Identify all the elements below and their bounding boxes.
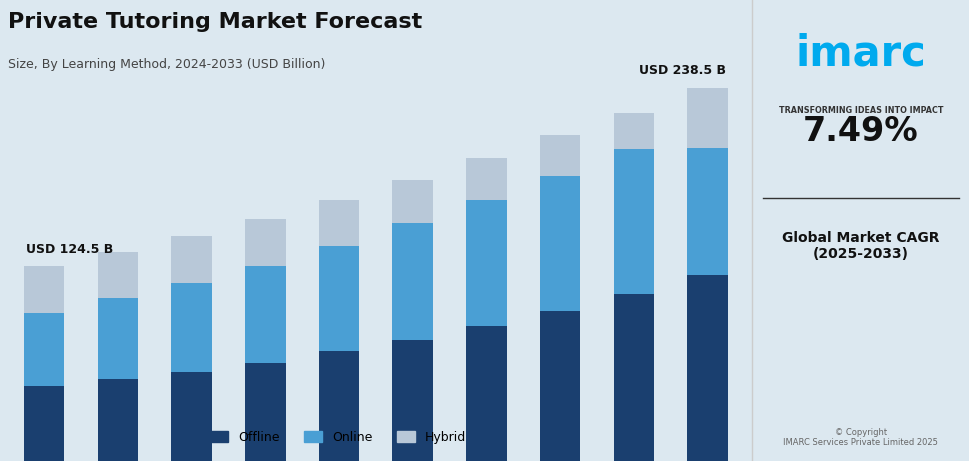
Text: Global Market CAGR
(2025-2033): Global Market CAGR (2025-2033) [781,230,939,261]
Bar [24,313,64,386]
Bar [613,112,653,149]
Bar [98,379,138,461]
Bar [392,180,432,223]
Bar [540,176,579,311]
Text: © Copyright
IMARC Services Private Limited 2025: © Copyright IMARC Services Private Limit… [783,428,937,447]
Bar [319,200,359,246]
Bar [466,200,506,326]
Bar [172,372,211,461]
Bar [392,223,432,340]
Bar [540,135,579,176]
Bar [466,326,506,461]
Bar [392,340,432,461]
Bar [172,283,211,372]
Bar [319,351,359,461]
Bar [245,219,285,266]
Text: imarc: imarc [795,32,925,74]
Bar [245,266,285,363]
Bar [172,236,211,283]
Bar [319,246,359,351]
Text: USD 124.5 B: USD 124.5 B [26,242,113,255]
Bar [687,89,727,148]
Bar [466,158,506,200]
Text: Private Tutoring Market Forecast: Private Tutoring Market Forecast [8,12,422,31]
Bar [24,386,64,461]
Bar [613,294,653,461]
Bar [24,266,64,313]
Bar [540,311,579,461]
Bar [98,298,138,379]
Bar [245,363,285,461]
Legend: Offline, Online, Hybrid: Offline, Online, Hybrid [204,425,472,450]
Text: 7.49%: 7.49% [802,114,918,148]
Bar [687,275,727,461]
Bar [687,148,727,275]
Bar [98,252,138,298]
Text: USD 238.5 B: USD 238.5 B [639,65,725,77]
Bar [613,149,653,294]
Text: Size, By Learning Method, 2024-2033 (USD Billion): Size, By Learning Method, 2024-2033 (USD… [8,58,325,71]
Text: TRANSFORMING IDEAS INTO IMPACT: TRANSFORMING IDEAS INTO IMPACT [778,106,942,115]
